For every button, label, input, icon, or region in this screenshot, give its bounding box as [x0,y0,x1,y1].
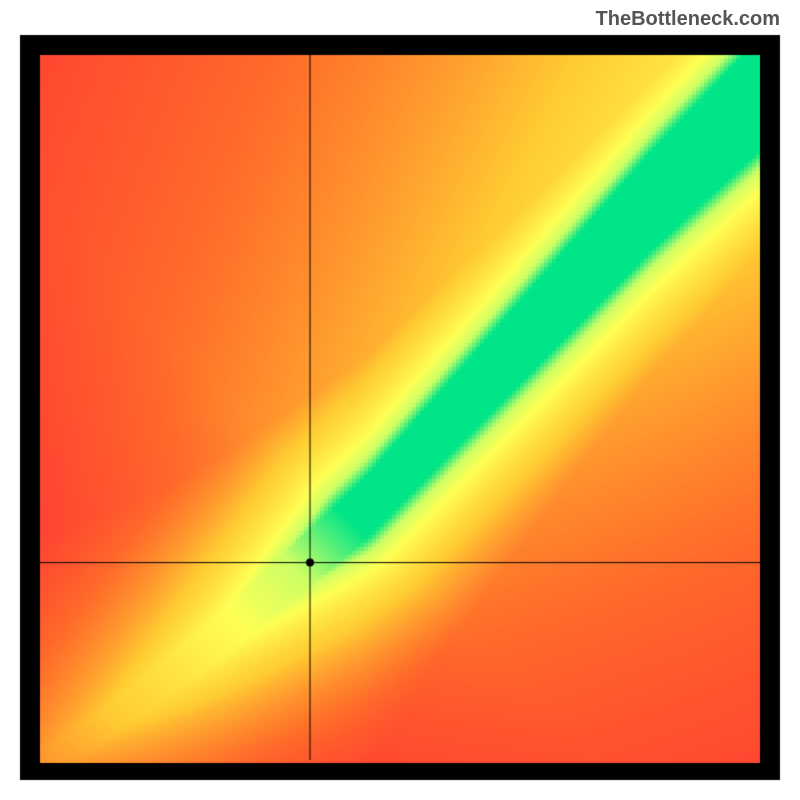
chart-container: TheBottleneck.com [0,0,800,800]
watermark-text: TheBottleneck.com [596,8,780,31]
bottleneck-heatmap [0,0,800,800]
